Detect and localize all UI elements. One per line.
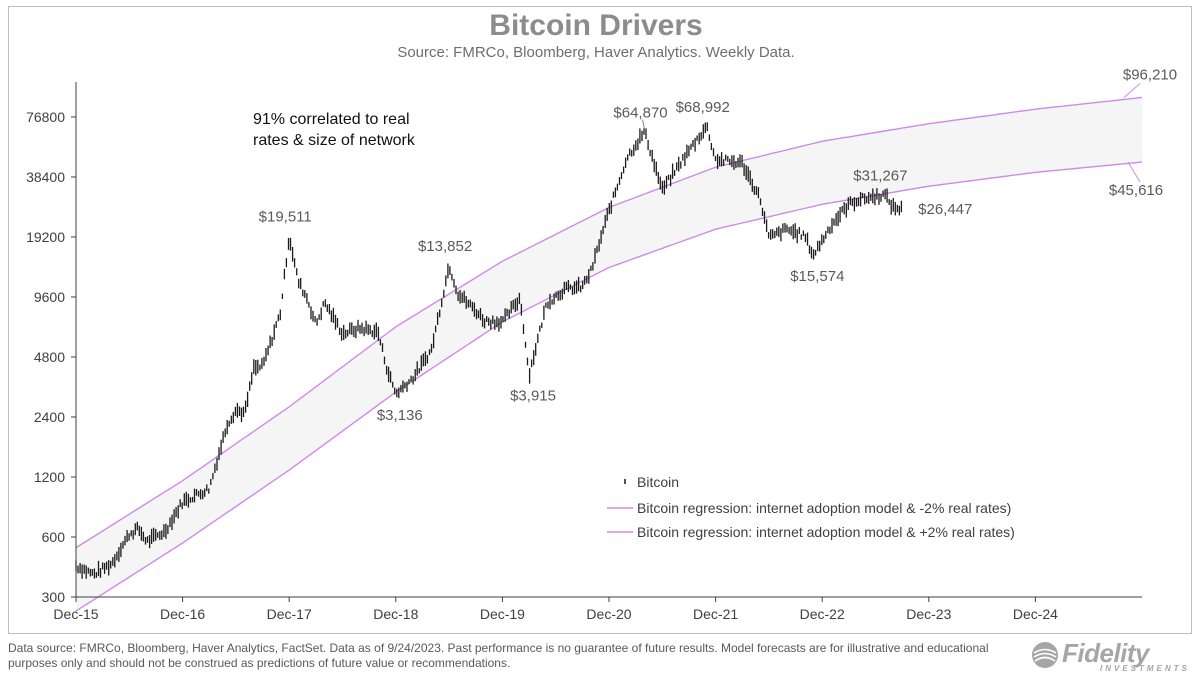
bitcoin-drivers-chart: Bitcoin Drivers Source: FMRCo, Bloomberg… xyxy=(26,9,1177,622)
x-axis-ticks: Dec-15 Dec-16 Dec-17 Dec-18 Dec-19 Dec-20 Dec-… xyxy=(53,597,1058,622)
correlation-note-line-2: rates & size of network xyxy=(253,132,416,149)
legend: Bitcoin Bitcoin regression: internet ado… xyxy=(607,474,1015,540)
x-tick-label: Dec-19 xyxy=(480,606,525,622)
price-label: $3,136 xyxy=(377,407,423,424)
legend-label-regression-minus2: Bitcoin regression: internet adoption mo… xyxy=(637,500,1011,516)
x-tick-label: Dec-24 xyxy=(1013,606,1058,622)
price-label: $13,852 xyxy=(418,238,472,255)
price-label: $15,574 xyxy=(790,268,844,285)
x-tick-label: Dec-20 xyxy=(586,606,631,622)
price-label: $45,616 xyxy=(1109,182,1163,199)
regression-line-plus2 xyxy=(75,161,1143,612)
chart-title: Bitcoin Drivers xyxy=(489,9,702,42)
chart-frame xyxy=(8,6,1192,634)
price-label: $96,210 xyxy=(1123,66,1177,83)
regression-band xyxy=(76,97,1142,612)
y-tick-label: 19200 xyxy=(26,229,65,245)
peak-leader xyxy=(642,119,646,130)
fidelity-globe-icon xyxy=(1032,642,1058,668)
chart-subtitle: Source: FMRCo, Bloomberg, Haver Analytic… xyxy=(397,44,794,61)
y-tick-label: 300 xyxy=(42,589,66,605)
price-label: $3,915 xyxy=(510,388,556,405)
legend-label-regression-plus2: Bitcoin regression: internet adoption mo… xyxy=(637,524,1015,540)
x-tick-label: Dec-21 xyxy=(693,606,738,622)
y-tick-label: 4800 xyxy=(34,349,65,365)
callout-leader xyxy=(1123,83,1141,98)
y-tick-label: 76800 xyxy=(26,109,65,125)
y-tick-label: 38400 xyxy=(26,169,65,185)
price-label: $26,447 xyxy=(918,201,972,218)
x-tick-label: Dec-16 xyxy=(160,606,205,622)
price-label: $19,511 xyxy=(259,209,312,226)
y-tick-label: 600 xyxy=(42,529,66,545)
regression-band-fill xyxy=(76,97,1142,612)
y-tick-label: 1200 xyxy=(34,469,65,485)
footer-disclaimer: Data source: FMRCo, Bloomberg, Haver Ana… xyxy=(8,641,989,670)
y-tick-label: 2400 xyxy=(34,409,65,425)
fidelity-logo: Fidelity INVESTMENTS xyxy=(1030,638,1192,674)
x-tick-label: Dec-17 xyxy=(267,606,312,622)
logo-wordmark: Fidelity xyxy=(1062,638,1150,668)
x-tick-label: Dec-22 xyxy=(800,606,845,622)
price-annotations: $19,511 $3,136 $13,852 $3,915 $64,870 $68,992… xyxy=(259,66,1177,423)
callout-leader xyxy=(1127,161,1141,183)
price-label: $64,870 xyxy=(613,105,667,122)
x-tick-label: Dec-23 xyxy=(906,606,951,622)
y-tick-label: 9600 xyxy=(34,289,65,305)
price-label: $31,267 xyxy=(853,168,907,185)
y-axis-ticks: 300 600 1200 2400 4800 9600 19200 38400 76800 xyxy=(26,109,76,605)
correlation-note: 91% correlated to real rates & size of n… xyxy=(253,111,416,149)
price-label: $68,992 xyxy=(676,99,730,116)
correlation-note-line-1: 91% correlated to real xyxy=(253,111,410,128)
x-tick-label: Dec-15 xyxy=(53,606,98,622)
bitcoin-price-series xyxy=(75,122,903,579)
logo-subtitle: INVESTMENTS xyxy=(1100,664,1190,673)
legend-label-bitcoin: Bitcoin xyxy=(637,474,679,490)
x-tick-label: Dec-18 xyxy=(373,606,418,622)
